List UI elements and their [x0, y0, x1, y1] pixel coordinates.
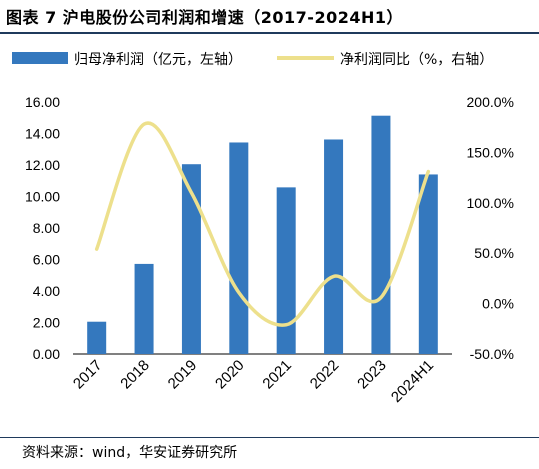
- right-axis-tick-label: 50.0%: [474, 245, 514, 261]
- line-series: [94, 121, 431, 327]
- left-axis-tick-label: 2.00: [33, 315, 60, 331]
- top-rule: [0, 32, 539, 34]
- x-axis-tick-label: 2017: [70, 357, 106, 393]
- left-axis-tick-label: 6.00: [33, 252, 60, 268]
- x-axis-tick-label: 2020: [212, 357, 248, 393]
- bar-2023: [371, 115, 391, 354]
- left-axis-tick-label: 10.00: [25, 189, 60, 205]
- x-axis-tick-label: 2018: [117, 357, 153, 393]
- bar-2022: [324, 139, 344, 354]
- axes: 0.00 2.00 4.00 6.00 8.00 10.00 12.00 14.00 16.00…: [25, 94, 514, 406]
- legend-line-label: 净利润同比（%，右轴）: [340, 52, 493, 68]
- x-axis-tick-label: 2019: [165, 357, 201, 393]
- left-axis-tick-label: 14.00: [25, 126, 60, 142]
- right-axis-tick-label: 0.0%: [482, 296, 514, 312]
- left-axis-tick-label: 8.00: [33, 220, 60, 236]
- bar-2020: [229, 142, 249, 354]
- figure-title: 图表 7 沪电股份公司利润和增速（2017-2024H1）: [6, 8, 404, 27]
- left-axis-tick-label: 12.00: [25, 157, 60, 173]
- bar-2017: [87, 321, 107, 354]
- left-axis-tick-label: 0.00: [33, 346, 60, 362]
- legend: 归母净利润（亿元，左轴） 净利润同比（%，右轴）: [12, 51, 493, 68]
- right-axis-tick-label: 150.0%: [467, 144, 514, 160]
- left-axis-tick-label: 16.00: [25, 94, 60, 110]
- growth-line: [94, 121, 431, 327]
- x-axis-tick-label: 2023: [354, 357, 390, 393]
- bar-2018: [134, 263, 154, 354]
- bar-series: [87, 115, 438, 354]
- bottom-rule: [0, 437, 539, 438]
- bar-2021: [276, 187, 296, 354]
- right-axis-tick-label: 200.0%: [467, 94, 514, 110]
- x-axis-tick-label: 2024H1: [388, 357, 437, 406]
- left-axis-tick-label: 4.00: [33, 283, 60, 299]
- source-note: 资料来源：wind，华安证券研究所: [22, 445, 238, 461]
- x-axis-tick-label: 2021: [259, 357, 295, 393]
- legend-bar-label: 归母净利润（亿元，左轴）: [74, 51, 242, 68]
- bar-2024H1: [418, 174, 438, 354]
- x-axis-tick-label: 2022: [307, 357, 343, 393]
- legend-bar-swatch: [12, 52, 68, 64]
- right-axis-tick-label: -50.0%: [470, 346, 514, 362]
- bar-2019: [181, 164, 201, 354]
- right-axis-tick-label: 100.0%: [467, 195, 514, 211]
